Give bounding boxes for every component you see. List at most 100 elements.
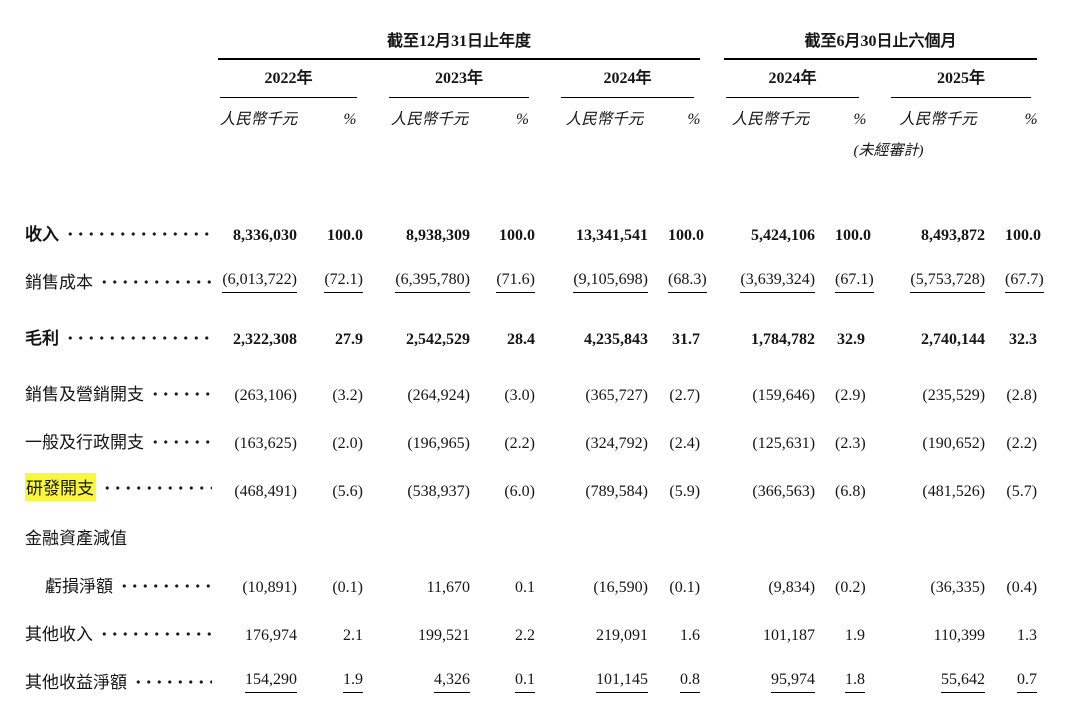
pct-cell: 100.0 (835, 227, 872, 244)
financial-table: 截至12月31日止年度 截至6月30日止六個月 2022年 2023年 2024… (25, 26, 1057, 702)
value-cell: 1,784,782 (751, 331, 816, 348)
value-cell: 4,235,843 (584, 331, 648, 348)
unaudited-note: (未經審計) (853, 143, 924, 159)
value-cell: (789,584) (585, 483, 648, 500)
pct-cell: 100.0 (499, 227, 535, 244)
value-cell: 101,145 (555, 654, 668, 702)
row-label: 虧損淨額 (45, 577, 113, 596)
row-label: 金融資產減值 (25, 529, 127, 548)
row-label: 收入 (25, 225, 59, 244)
pct-cell: (0.4) (1006, 579, 1038, 596)
value-cell: (10,891) (242, 579, 297, 596)
leader-dots (119, 575, 212, 592)
pct-cell (1005, 510, 1057, 558)
pct-cell: (0.1) (669, 579, 701, 596)
value-cell: 8,938,309 (406, 227, 470, 244)
leader-dots (102, 477, 212, 494)
unit-header: 人民幣千元 (390, 111, 469, 128)
value-cell: (9,105,698) (555, 254, 668, 302)
value-cell: (196,965) (407, 435, 470, 452)
pct-header: % (1024, 111, 1038, 128)
value-cell (885, 510, 1005, 558)
row-label-cell: 收入 (25, 160, 214, 254)
pct-cell: 31.7 (672, 331, 701, 348)
pct-cell: 1.3 (1017, 627, 1038, 644)
leader-dots (99, 623, 212, 640)
pct-cell (668, 510, 720, 558)
value-cell (720, 510, 835, 558)
row-label-cell: 銷售成本 (25, 254, 214, 302)
value-cell: (125,631) (752, 435, 816, 452)
unit-header-row: 人民幣千元 % 人民幣千元 % 人民幣千元 % 人民幣千元 % 人民幣千元 % (25, 98, 1057, 133)
leader-dots (150, 431, 212, 448)
pct-cell: 0.1 (515, 579, 535, 596)
row-label-cell: 虧損淨額 (25, 558, 214, 606)
period-group-annual: 截至12月31日止年度 (214, 26, 720, 60)
value-cell: (190,652) (922, 435, 986, 452)
row-label: 一般及行政開支 (25, 433, 144, 452)
table-row: 一般及行政開支 (163,625) (2.0) (196,965) (2.2) (324,… (25, 414, 1057, 462)
pct-cell: (67.1) (835, 254, 885, 302)
pct-cell: (2.8) (1006, 387, 1038, 404)
pct-cell: (2.7) (669, 387, 701, 404)
unit-header: 人民幣千元 (219, 111, 298, 128)
value-cell (555, 510, 668, 558)
table-row: 收入 8,336,030 100.0 8,938,309 100.0 13,341,541… (25, 160, 1057, 254)
pct-cell: 27.9 (335, 331, 363, 348)
pct-cell: (5.7) (1006, 483, 1038, 500)
pct-cell: 100.0 (668, 227, 704, 244)
pct-cell: (2.2) (504, 435, 535, 452)
year-header-2025: 2025年 (885, 60, 1057, 98)
row-label: 其他收入 (25, 625, 93, 644)
row-label-cell: 毛利 (25, 302, 214, 358)
table-row: 其他收益淨額 154,290 1.9 4,326 0.1 101,145 0.8 95,974… (25, 654, 1057, 702)
row-label-cell: 其他收入 (25, 606, 214, 654)
corner-cell (25, 60, 214, 98)
year-header-row: 2022年 2023年 2024年 2024年 2025年 (25, 60, 1057, 98)
value-cell: 2,322,308 (233, 331, 297, 348)
pct-cell: (3.0) (504, 387, 535, 404)
pct-cell: 2.1 (343, 627, 363, 644)
table-row: 銷售成本 (6,013,722) (72.1) (6,395,780) (71.6) (9… (25, 254, 1057, 302)
pct-cell: 0.8 (668, 654, 720, 702)
value-cell: (163,625) (234, 435, 297, 452)
pct-cell: (3.2) (332, 387, 363, 404)
value-cell: (36,335) (930, 579, 986, 596)
unit-header: 人民幣千元 (899, 111, 977, 128)
row-label-cell: 研發開支 (25, 462, 214, 510)
pct-cell: (2.3) (835, 435, 866, 452)
pct-cell: (2.9) (835, 387, 866, 404)
value-cell: (264,924) (407, 387, 470, 404)
row-label: 其他收益淨額 (25, 673, 127, 692)
pct-cell: 1.8 (835, 654, 885, 702)
value-cell: 8,493,872 (921, 227, 986, 244)
pct-cell: 32.3 (1009, 331, 1038, 348)
value-cell: 176,974 (245, 627, 297, 644)
period-group-annual-title: 截至12月31日止年度 (218, 27, 701, 60)
value-cell: (235,529) (922, 387, 986, 404)
row-label-cell: 金融資產減值 (25, 510, 214, 558)
pct-cell: (2.2) (1006, 435, 1038, 452)
value-cell: (5,753,728) (885, 254, 1005, 302)
value-cell: (365,727) (585, 387, 648, 404)
table-row: 毛利 2,322,308 27.9 2,542,529 28.4 4,235,843 31.… (25, 302, 1057, 358)
pct-cell: (6.8) (835, 483, 866, 500)
leader-dots (65, 223, 212, 240)
value-cell: 2,542,529 (406, 331, 470, 348)
value-cell: 8,336,030 (233, 227, 297, 244)
period-group-interim-title: 截至6月30日止六個月 (724, 27, 1038, 60)
pct-cell: (71.6) (490, 254, 555, 302)
unit-header: 人民幣千元 (731, 111, 810, 128)
pct-header: % (853, 111, 867, 128)
value-cell: 101,187 (763, 627, 816, 644)
value-cell: 4,326 (383, 654, 490, 702)
pct-cell: 1.9 (317, 654, 383, 702)
pct-cell: 32.9 (837, 331, 866, 348)
pct-header: % (687, 111, 701, 128)
value-cell: 199,521 (418, 627, 470, 644)
value-cell: (9,834) (768, 579, 816, 596)
pct-cell: (0.2) (835, 579, 866, 596)
pct-cell: 28.4 (507, 331, 535, 348)
year-header-2022: 2022年 (214, 60, 383, 98)
